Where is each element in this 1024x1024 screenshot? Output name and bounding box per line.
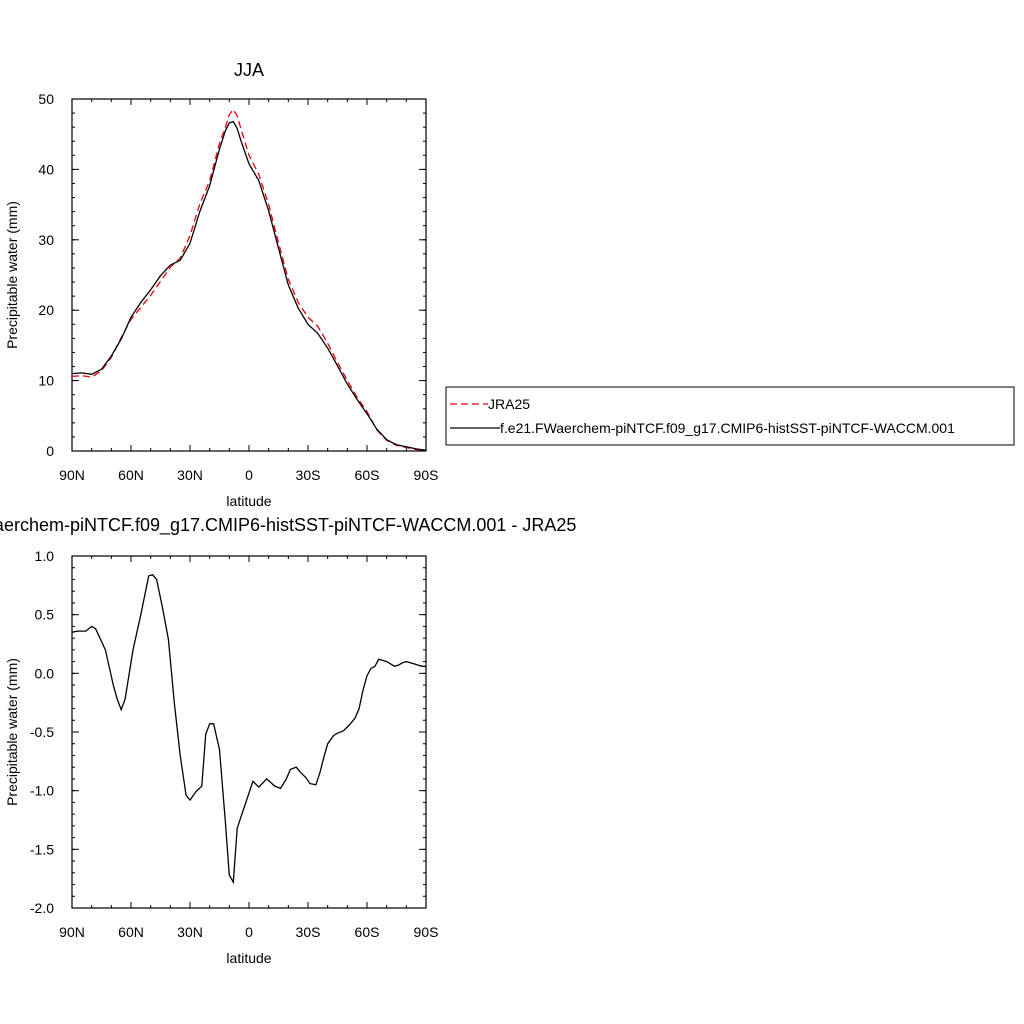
y-tick-label: 30 [38, 232, 54, 248]
series-line-1 [71, 120, 427, 451]
legend-entry-jra25: JRA25 [488, 396, 530, 412]
x-tick-label: 60S [355, 467, 380, 483]
series-line-0 [71, 108, 427, 451]
x-axis-label: latitude [226, 950, 271, 966]
x-tick-label: 90N [59, 924, 85, 940]
y-tick-label: -0.5 [30, 724, 54, 740]
x-tick-label: 30N [177, 924, 203, 940]
x-tick-labels: 90N 60N 30N 0 30S 60S 90S [59, 467, 438, 483]
y-tick-label: 0 [46, 443, 54, 459]
x-tick-label: 60N [118, 467, 144, 483]
y-tick-label: -1.0 [30, 783, 54, 799]
y-tick-label: 0.0 [35, 665, 55, 681]
x-axis-label: latitude [226, 493, 271, 509]
y-tick-label: -1.5 [30, 841, 54, 857]
zonal-mean-panel: JJA 90N 60N 30N 0 30S 60S 90S 0 10 20 30 40 50 lati… [4, 60, 438, 509]
y-tick-label: 50 [38, 91, 54, 107]
y-tick-label: 0.5 [35, 607, 55, 623]
y-tick-label: 1.0 [35, 548, 55, 564]
y-tick-label: -2.0 [30, 900, 54, 916]
y-axis-label: Precipitable water (mm) [4, 658, 20, 806]
legend-entry-model: f.e21.FWaerchem-piNTCF.f09_g17.CMIP6-his… [500, 420, 955, 436]
x-tick-labels: 90N 60N 30N 0 30S 60S 90S [59, 924, 438, 940]
x-tick-label: 30S [296, 924, 321, 940]
plot-frame [71, 555, 427, 909]
legend: JRA25 f.e21.FWaerchem-piNTCF.f09_g17.CMI… [445, 386, 1015, 446]
axis-ticks [71, 555, 427, 909]
series-line-0 [71, 574, 426, 885]
difference-panel: f.e21.FWaerchem-piNTCF.f09_g17.CMIP6-his… [0, 515, 576, 966]
plot-frame [71, 98, 427, 452]
x-tick-label: 30S [296, 467, 321, 483]
x-tick-label: 0 [245, 924, 253, 940]
x-tick-label: 60S [355, 924, 380, 940]
y-tick-label: 20 [38, 302, 54, 318]
axis-ticks [71, 98, 427, 452]
x-tick-label: 90N [59, 467, 85, 483]
chart-title: JJA [234, 60, 264, 80]
y-tick-label: 10 [38, 373, 54, 389]
series-lines [71, 574, 426, 885]
x-tick-label: 90S [414, 924, 439, 940]
y-tick-label: 40 [38, 161, 54, 177]
x-tick-label: 60N [118, 924, 144, 940]
series-lines [71, 108, 427, 451]
chart-title: f.e21.FWaerchem-piNTCF.f09_g17.CMIP6-his… [0, 515, 576, 536]
y-axis-label: Precipitable water (mm) [4, 201, 20, 349]
x-tick-label: 30N [177, 467, 203, 483]
x-tick-label: 0 [245, 467, 253, 483]
legend-box [445, 386, 1015, 446]
x-tick-label: 90S [414, 467, 439, 483]
y-tick-labels: 1.0 0.5 0.0 -0.5 -1.0 -1.5 -2.0 [30, 548, 54, 916]
y-tick-labels: 0 10 20 30 40 50 [38, 91, 54, 459]
